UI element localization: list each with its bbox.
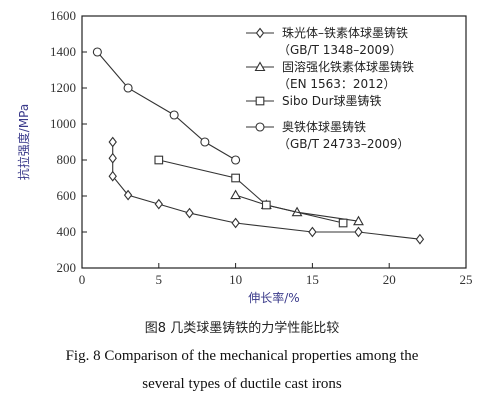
data-point (231, 173, 240, 183)
data-point (108, 152, 117, 164)
data-point (354, 226, 363, 238)
x-tick-label: 15 (306, 272, 319, 287)
series-line (158, 159, 344, 224)
y-tick-label: 1600 (50, 8, 76, 23)
y-tick-label: 200 (57, 260, 77, 275)
legend: 珠光体–铁素体球墨铸铁 （GB/T 1348–2009） 固溶强化铁素体球墨铸铁 （E… (246, 25, 414, 151)
legend-label: Sibo Dur球墨铸铁 (282, 93, 382, 108)
figure-caption-english-line1: Fig. 8 Comparison of the mechanical prop… (65, 348, 419, 364)
legend-sublabel: （EN 1563：2012） (278, 77, 395, 91)
y-tick-label: 600 (57, 188, 77, 203)
data-point (154, 155, 164, 165)
data-point (154, 198, 163, 210)
series-line (96, 51, 236, 161)
series-3 (154, 155, 348, 228)
figure-caption-english-line2: several types of ductile cast irons (142, 376, 342, 392)
data-point (353, 215, 364, 226)
x-tick-label: 0 (79, 272, 86, 287)
legend-marker (255, 96, 265, 106)
legend-sublabel: （GB/T 24733–2009） (278, 137, 409, 151)
legend-entry-4: 奥铁体球墨铸铁 （GB/T 24733–2009） (246, 119, 409, 151)
legend-marker (254, 61, 266, 72)
data-point (308, 226, 317, 238)
series-line (112, 142, 420, 240)
data-point (123, 83, 133, 93)
data-point (92, 47, 102, 57)
data-point (261, 200, 271, 210)
legend-marker (255, 122, 265, 132)
data-point (108, 170, 117, 182)
data-point (415, 233, 425, 245)
x-tick-label: 20 (383, 272, 396, 287)
data-point (231, 155, 241, 165)
y-axis-title: 抗拉强度/MPa (16, 104, 31, 180)
y-tick-label: 800 (57, 152, 77, 167)
chart: 0 5 10 15 20 25 200 400 600 800 1000 1200 1400 1600 珠… (16, 8, 473, 305)
data-point (338, 218, 348, 228)
series-1 (108, 136, 425, 245)
x-tick-label: 10 (229, 272, 242, 287)
data-point (123, 189, 133, 201)
y-tick-label: 1400 (50, 44, 76, 59)
data-point (231, 217, 240, 229)
legend-entry-1: 珠光体–铁素体球墨铸铁 （GB/T 1348–2009） (246, 25, 408, 57)
series-4 (92, 47, 241, 165)
axes: 0 5 10 15 20 25 200 400 600 800 1000 1200 1400 1600 (50, 8, 473, 287)
series-layer (92, 47, 425, 245)
legend-label: 珠光体–铁素体球墨铸铁 (282, 25, 408, 40)
data-point (230, 189, 242, 200)
legend-entry-2: 固溶强化铁素体球墨铸铁 （EN 1563：2012） (246, 59, 414, 91)
y-tick-label: 1000 (50, 116, 76, 131)
legend-entry-3: Sibo Dur球墨铸铁 (246, 93, 382, 108)
data-point (108, 136, 117, 148)
x-axis-title: 伸长率/% (248, 290, 299, 305)
plot-frame (81, 15, 467, 269)
legend-sublabel: （GB/T 1348–2009） (278, 43, 402, 57)
y-tick-label: 1200 (50, 80, 76, 95)
legend-label: 固溶强化铁素体球墨铸铁 (282, 59, 414, 74)
data-point (169, 110, 179, 120)
data-point (185, 207, 194, 219)
x-tick-label: 25 (460, 272, 473, 287)
x-tick-label: 5 (156, 272, 163, 287)
legend-label: 奥铁体球墨铸铁 (282, 119, 366, 134)
figure-caption-chinese: 图8 几类球墨铸铁的力学性能比较 (144, 321, 340, 336)
legend-marker (255, 27, 265, 39)
data-point (200, 137, 210, 147)
y-tick-label: 400 (57, 224, 77, 239)
